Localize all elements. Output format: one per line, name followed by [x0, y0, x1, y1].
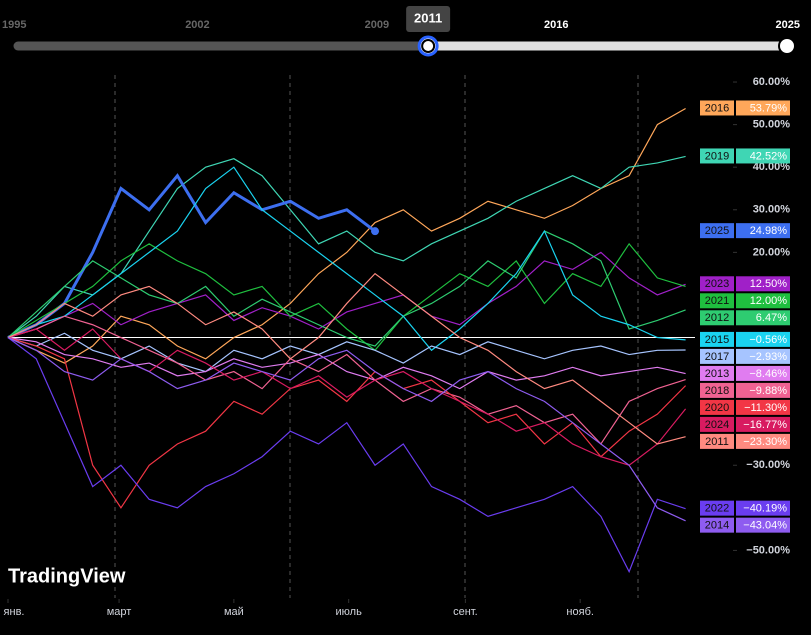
value-badge — [736, 365, 790, 381]
legend-badge — [700, 500, 734, 516]
legend-name: 2011 — [705, 436, 729, 448]
value-badge — [736, 500, 790, 516]
slider-tick-label: 2002 — [185, 19, 209, 31]
legend-badge — [700, 223, 734, 239]
legend-name: 2025 — [705, 225, 729, 237]
value-badge — [736, 331, 790, 347]
y-tick-label: 60.00% — [753, 76, 791, 88]
series-line — [7, 272, 686, 445]
value-label: 12.50% — [750, 278, 788, 290]
value-badge — [736, 382, 790, 398]
value-label: 24.98% — [750, 225, 788, 237]
value-badge — [736, 399, 790, 415]
series-line — [7, 336, 686, 522]
value-label: 53.79% — [750, 102, 788, 114]
legend-badge — [700, 100, 734, 116]
legend-badge — [700, 348, 734, 364]
legend-badge — [700, 276, 734, 292]
value-label: −16.77% — [743, 419, 787, 431]
value-label: −0.56% — [749, 334, 787, 346]
legend-badge — [700, 416, 734, 432]
value-badge — [736, 416, 790, 432]
value-label: −9.88% — [749, 385, 787, 397]
value-label: −11.30% — [744, 402, 787, 414]
value-badge — [736, 433, 790, 449]
legend-badge — [700, 148, 734, 164]
value-label: −23.30% — [743, 436, 787, 448]
legend-name: 2017 — [705, 351, 729, 363]
slider-selected-label: 2011 — [414, 10, 442, 25]
value-badge — [736, 348, 790, 364]
x-tick-label: сент. — [453, 606, 478, 618]
slider-tick-label: 2016 — [544, 19, 568, 31]
series-line — [7, 242, 686, 352]
series-line — [7, 336, 686, 390]
separators — [114, 75, 639, 598]
legend-name: 2024 — [705, 419, 729, 431]
slider-tick-label: 1995 — [2, 19, 26, 31]
y-tick-label: 40.00% — [753, 161, 791, 173]
legend-name: 2012 — [705, 312, 729, 324]
logo: TradingView — [8, 565, 126, 587]
legend-name: 2022 — [705, 503, 729, 515]
value-badge — [736, 517, 790, 533]
legend-name: 2015 — [705, 334, 729, 346]
legend-name: 2020 — [705, 402, 729, 414]
value-badge — [736, 223, 790, 239]
legend-name: 2019 — [705, 150, 729, 162]
legend-name: 2016 — [705, 102, 729, 114]
legend-name: 2013 — [705, 368, 729, 380]
legend-badge — [700, 331, 734, 347]
slider-handle-tooltip — [406, 6, 451, 32]
value-label: 42.52% — [750, 150, 788, 162]
y-tick-label: 20.00% — [753, 246, 791, 258]
y-tick-label: 30.00% — [753, 204, 791, 216]
slider-handle[interactable] — [778, 37, 796, 55]
slider-tick-label: 2009 — [365, 19, 389, 31]
value-label: −8.46% — [749, 368, 787, 380]
value-badge — [736, 148, 790, 164]
legend-name: 2018 — [705, 385, 729, 397]
y-tick-label: 50.00% — [753, 119, 791, 131]
legend-badge — [700, 433, 734, 449]
legend-badge — [700, 293, 734, 309]
value-label: −2.93% — [749, 351, 787, 363]
value-label: 6.47% — [756, 312, 787, 324]
legend-badge — [700, 365, 734, 381]
x-tick-label: май — [224, 606, 244, 618]
legend-badge — [700, 517, 734, 533]
slider-handle-inner — [421, 39, 436, 53]
series-line — [7, 173, 376, 339]
end-point — [371, 227, 380, 236]
legend-name: 2023 — [705, 278, 729, 290]
series-line — [7, 107, 686, 364]
x-tick-label: нояб. — [566, 606, 594, 618]
legend-name: 2021 — [705, 295, 729, 307]
legend-badge — [700, 310, 734, 326]
legend-badge — [700, 382, 734, 398]
value-badge — [736, 276, 790, 292]
y-tick-label: −30.00% — [746, 459, 790, 471]
series-line — [7, 166, 686, 352]
value-badge — [736, 100, 790, 116]
y-tick-label: −50.00% — [746, 544, 790, 556]
value-label: 12.00% — [750, 295, 788, 307]
slider-tick-label: 2025 — [776, 19, 800, 31]
legend-name: 2014 — [705, 520, 729, 532]
x-tick-label: март — [107, 606, 132, 618]
value-badge — [736, 293, 790, 309]
x-tick-label: июль — [336, 606, 363, 618]
series-line — [7, 251, 686, 339]
value-badge — [736, 310, 790, 326]
x-tick-label: янв. — [4, 606, 25, 618]
value-label: −40.19% — [743, 503, 787, 515]
value-label: −43.04% — [743, 520, 787, 532]
series-line — [7, 337, 686, 574]
legend-badge — [700, 399, 734, 415]
series-line — [7, 315, 686, 445]
series-line — [7, 230, 686, 347]
